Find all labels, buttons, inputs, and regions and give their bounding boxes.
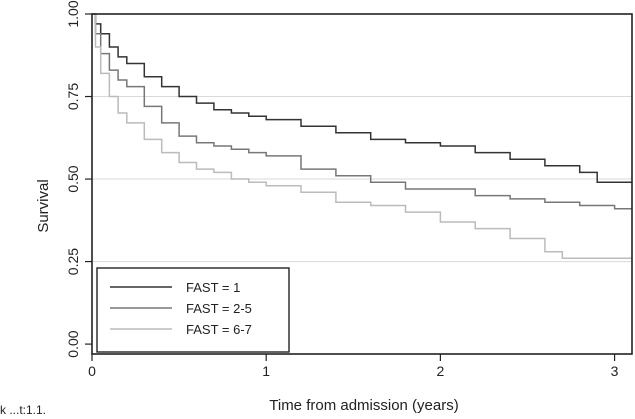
y-axis-title: Survival <box>35 179 52 232</box>
axes: 0.00 0.25 0.50 0.75 1.00 0 1 2 3 <box>65 0 619 379</box>
legend-label-3: FAST = 6-7 <box>186 322 252 337</box>
corner-text: k ...t:1.1. <box>0 403 46 417</box>
x-axis-title: Time from admission (years) <box>269 397 458 414</box>
legend-box <box>96 267 290 353</box>
series-line-1 <box>92 13 632 184</box>
series-line-3 <box>92 13 632 260</box>
plot-frame <box>91 13 633 355</box>
x-tick-label-2: 2 <box>436 363 444 379</box>
x-tick-label-0: 0 <box>88 363 96 379</box>
y-tick-label-4: 1.00 <box>65 0 81 27</box>
y-tick-label-1: 0.25 <box>65 248 81 275</box>
series-lines <box>92 13 632 260</box>
legend-label-2: FAST = 2-5 <box>186 301 252 316</box>
legend: FAST = 1 FAST = 2-5 FAST = 6-7 <box>96 267 290 353</box>
x-tick-label-1: 1 <box>262 363 270 379</box>
series-line-2 <box>92 13 632 210</box>
legend-label-1: FAST = 1 <box>186 280 240 295</box>
x-tick-label-3: 3 <box>611 363 619 379</box>
y-tick-label-2: 0.50 <box>65 165 81 192</box>
y-tick-label-0: 0.00 <box>65 330 81 357</box>
y-tick-label-3: 0.75 <box>65 83 81 110</box>
